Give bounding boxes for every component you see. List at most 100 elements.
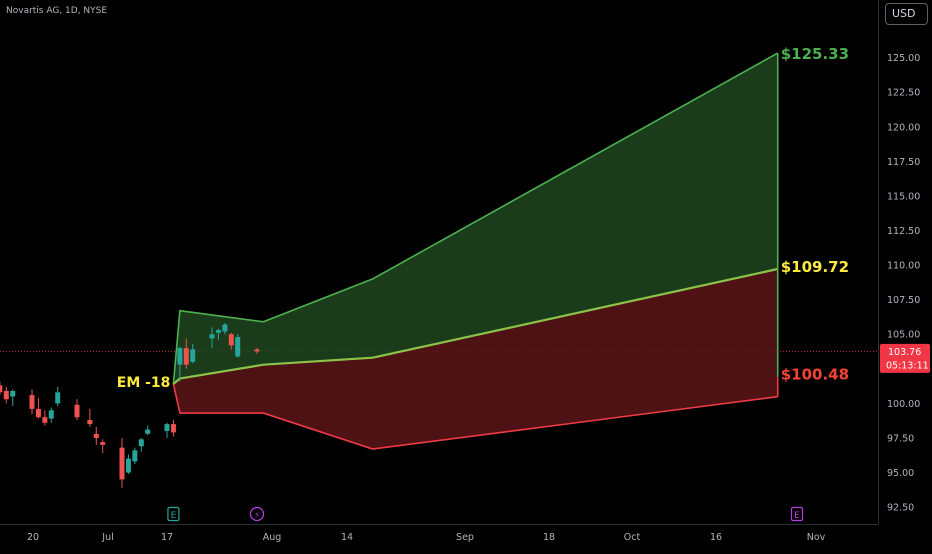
x-tick-label: 16 bbox=[710, 532, 722, 543]
candle-body bbox=[0, 385, 3, 393]
symbol-title: Novartis AG, 1D, NYSE bbox=[6, 6, 108, 16]
x-tick-label: Oct bbox=[624, 532, 641, 543]
candle-body bbox=[93, 433, 99, 438]
candle bbox=[164, 422, 170, 438]
candle bbox=[125, 454, 131, 474]
candle-body bbox=[164, 424, 170, 432]
x-tick-label: Aug bbox=[263, 532, 282, 543]
candle-body bbox=[222, 324, 228, 332]
upper-bound-line bbox=[172, 52, 779, 385]
lower-zone-fill bbox=[173, 269, 778, 449]
candle bbox=[3, 386, 9, 404]
marker-box bbox=[790, 506, 804, 522]
price-axis[interactable]: 125.00 122.50 120.00 117.50 115.00 112.50 110.… bbox=[880, 53, 930, 514]
x-tick-label: Nov bbox=[807, 532, 826, 543]
lower-target-label: $100.48 bbox=[781, 366, 849, 384]
current-price-tag bbox=[880, 343, 930, 373]
y-tick-label: 100.00 bbox=[887, 399, 920, 410]
candle bbox=[93, 426, 99, 445]
y-tick-label: 105.00 bbox=[887, 330, 920, 341]
candle bbox=[254, 348, 260, 354]
x-tick-label: 20 bbox=[27, 532, 39, 543]
current-price-value: 103.76 bbox=[888, 347, 921, 358]
x-tick-label: Sep bbox=[456, 532, 474, 543]
candle bbox=[138, 437, 144, 452]
candle-body bbox=[228, 334, 234, 346]
lower-bound-line bbox=[172, 383, 778, 450]
candle-body bbox=[10, 390, 16, 397]
candle bbox=[190, 343, 196, 364]
y-tick-label: 115.00 bbox=[887, 191, 920, 202]
y-tick-label: 95.00 bbox=[887, 468, 914, 479]
y-tick-label: 112.50 bbox=[887, 226, 920, 237]
currency-button[interactable]: USD bbox=[885, 3, 928, 25]
candle-body bbox=[42, 417, 48, 423]
candle-body bbox=[100, 442, 106, 445]
candle bbox=[228, 332, 234, 350]
y-tick-label: 120.00 bbox=[887, 122, 920, 133]
y-tick-label: 107.50 bbox=[887, 295, 920, 306]
candle-body bbox=[254, 349, 260, 352]
candle bbox=[35, 397, 41, 419]
candle bbox=[145, 425, 151, 436]
candle-body bbox=[35, 408, 41, 418]
time-axis[interactable]: 20 Jul 17 Aug 14 Sep 18 Oct 16 Nov bbox=[27, 525, 932, 550]
expected-move-band bbox=[172, 52, 779, 450]
candle bbox=[10, 389, 16, 407]
candle-body bbox=[29, 395, 35, 409]
candlestick-series bbox=[0, 323, 260, 488]
candle-body bbox=[215, 330, 221, 333]
earnings-marker-icon[interactable]: E bbox=[167, 506, 180, 522]
candle-body bbox=[177, 348, 183, 365]
price-axis-background bbox=[878, 0, 932, 550]
candle-body bbox=[125, 458, 131, 473]
candle-body bbox=[87, 419, 93, 425]
candle bbox=[55, 386, 61, 407]
upper-target-label: $125.33 bbox=[781, 45, 849, 63]
candle bbox=[48, 407, 54, 423]
marker-circle bbox=[249, 506, 265, 522]
marker-glyph: E bbox=[171, 511, 177, 521]
earnings-marker-icon[interactable]: E bbox=[790, 506, 804, 522]
marker-glyph: E bbox=[794, 511, 800, 521]
candle bbox=[42, 410, 48, 426]
candle-body bbox=[3, 390, 9, 400]
em-label: EM -18 bbox=[117, 375, 171, 391]
candle bbox=[87, 408, 93, 427]
candle-body bbox=[190, 349, 196, 362]
y-tick-label: 117.50 bbox=[887, 157, 920, 168]
candle bbox=[119, 437, 125, 488]
x-tick-label: Jul bbox=[101, 532, 113, 543]
y-tick-label: 125.00 bbox=[887, 53, 920, 64]
candle bbox=[29, 389, 35, 415]
mid-line bbox=[172, 267, 778, 385]
marker-box bbox=[167, 506, 180, 522]
countdown-timer: 05:13:11 bbox=[886, 360, 929, 371]
candle bbox=[74, 399, 80, 420]
candle-body bbox=[170, 424, 176, 433]
candle bbox=[215, 328, 221, 340]
candle-body bbox=[74, 404, 80, 418]
candle-body bbox=[132, 450, 138, 462]
candle-body bbox=[138, 439, 144, 447]
x-tick-label: 17 bbox=[161, 532, 173, 543]
candle bbox=[222, 323, 228, 335]
candle bbox=[100, 439, 106, 454]
candle-body bbox=[55, 392, 61, 404]
candle bbox=[177, 346, 183, 382]
marker-glyph: ⚡ bbox=[254, 511, 260, 521]
candle-body bbox=[183, 348, 189, 365]
x-tick-label: 18 bbox=[543, 532, 555, 543]
candle-body bbox=[235, 336, 241, 357]
candle-body bbox=[209, 334, 215, 339]
candle-body bbox=[145, 429, 151, 434]
y-tick-label: 92.50 bbox=[887, 503, 914, 514]
candle bbox=[209, 327, 215, 349]
candle bbox=[0, 381, 3, 396]
candle bbox=[132, 447, 138, 465]
candle-body bbox=[119, 447, 125, 480]
y-tick-label: 97.50 bbox=[887, 433, 914, 444]
mid-target-label: $109.72 bbox=[781, 258, 849, 276]
dividend-marker-icon[interactable]: ⚡ bbox=[249, 506, 265, 522]
